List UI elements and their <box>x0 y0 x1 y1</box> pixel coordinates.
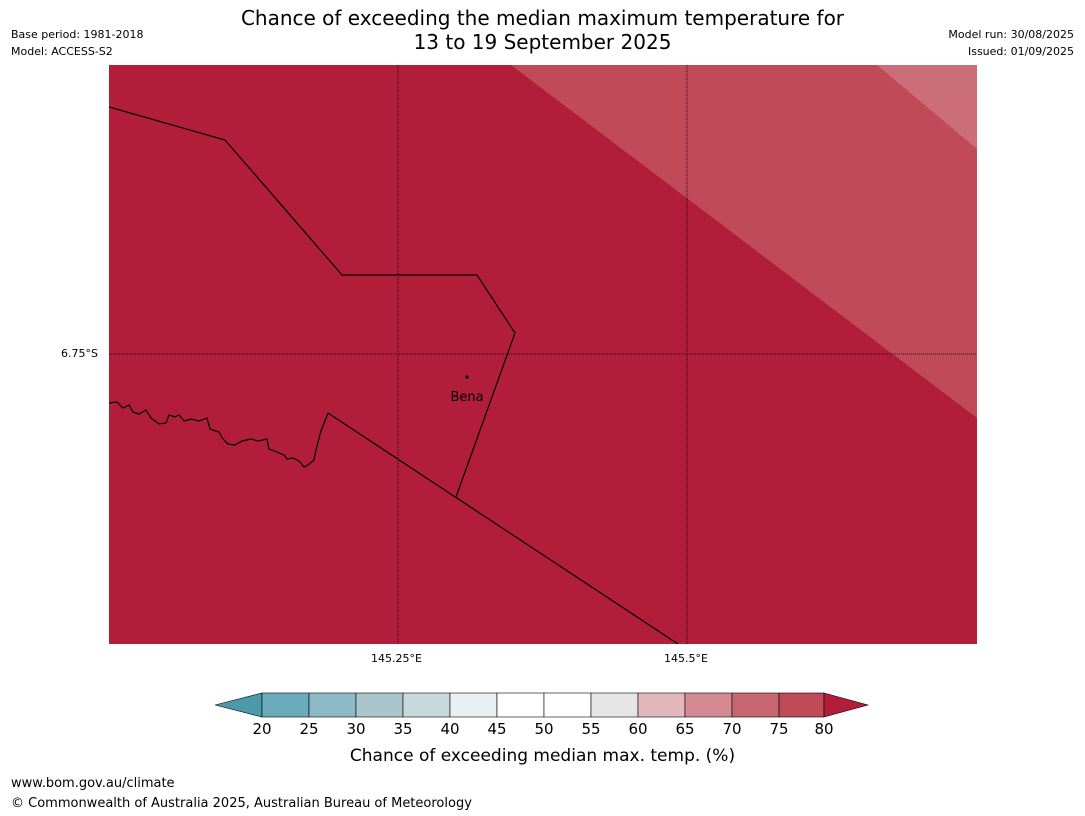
colorbar-label-40: 40 <box>440 720 460 738</box>
colorbar-title: Chance of exceeding median max. temp. (%… <box>349 746 736 766</box>
footer-copyright: © Commonwealth of Australia 2025, Austra… <box>11 796 472 811</box>
lat-tick-label: 6.75°S <box>61 347 98 360</box>
colorbar-band-45-50 <box>496 692 545 718</box>
colorbar-label-45: 45 <box>487 720 507 738</box>
colorbar-label-35: 35 <box>393 720 413 738</box>
colorbar-label-20: 20 <box>252 720 272 738</box>
colorbar-label-30: 30 <box>346 720 366 738</box>
colorbar-label-65: 65 <box>675 720 695 738</box>
colorbar-band-20-25 <box>261 692 310 718</box>
map-band-70-75 <box>877 65 977 149</box>
title-line-2: 13 to 19 September 2025 <box>413 30 672 54</box>
meta-left: Base period: 1981-2018 Model: ACCESS-S2 <box>11 26 143 60</box>
river-line <box>109 401 329 468</box>
colorbar-high-extension <box>823 692 870 718</box>
colorbar <box>215 692 870 718</box>
model-run: Model run: 30/08/2025 <box>948 28 1074 41</box>
title-line-1: Chance of exceeding the median maximum t… <box>240 6 845 30</box>
issued-date: Issued: 01/09/2025 <box>967 45 1074 58</box>
map-panel: Bena <box>109 65 977 644</box>
colorbar-label-50: 50 <box>534 720 554 738</box>
colorbar-band-50-55 <box>543 692 592 718</box>
colorbar-label-60: 60 <box>628 720 648 738</box>
colorbar-low-extension <box>215 692 263 718</box>
model-name: Model: ACCESS-S2 <box>11 45 113 58</box>
colorbar-band-75-80 <box>778 692 825 718</box>
colorbar-band-65-70 <box>684 692 733 718</box>
boundary-line-south <box>327 412 679 644</box>
meta-right: Model run: 30/08/2025 Issued: 01/09/2025 <box>948 26 1074 60</box>
colorbar-label-55: 55 <box>581 720 601 738</box>
lon-tick-label-1: 145.25°E <box>371 652 422 665</box>
colorbar-label-75: 75 <box>769 720 789 738</box>
colorbar-band-70-75 <box>731 692 780 718</box>
base-period: Base period: 1981-2018 <box>11 28 144 41</box>
chart-title: Chance of exceeding the median maximum t… <box>0 6 1085 54</box>
colorbar-band-60-65 <box>637 692 686 718</box>
lon-tick-label-2: 145.5°E <box>664 652 708 665</box>
colorbar-band-35-40 <box>402 692 451 718</box>
colorbar-band-55-60 <box>590 692 639 718</box>
colorbar-band-30-35 <box>355 692 404 718</box>
province-boundary <box>109 106 516 498</box>
colorbar-band-25-30 <box>308 692 357 718</box>
place-marker-bena <box>465 375 469 379</box>
place-label-bena: Bena <box>450 390 483 405</box>
footer-url: www.bom.gov.au/climate <box>11 776 175 791</box>
colorbar-band-40-45 <box>449 692 498 718</box>
map-band-75-80 <box>511 65 977 418</box>
colorbar-label-70: 70 <box>722 720 742 738</box>
colorbar-label-80: 80 <box>814 720 834 738</box>
colorbar-label-25: 25 <box>299 720 319 738</box>
